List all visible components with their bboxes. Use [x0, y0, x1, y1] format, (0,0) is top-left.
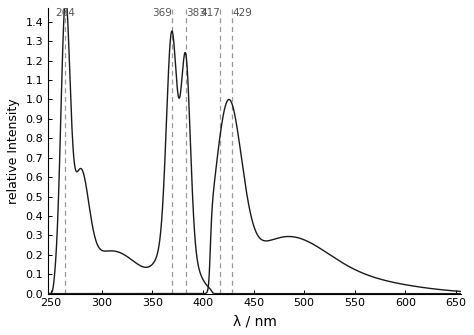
- Text: 417: 417: [201, 8, 220, 18]
- Text: 369: 369: [152, 8, 172, 18]
- Text: 264: 264: [55, 8, 75, 18]
- Text: 383: 383: [186, 8, 206, 18]
- Y-axis label: relative Intensity: relative Intensity: [7, 98, 20, 204]
- Text: 429: 429: [232, 8, 252, 18]
- X-axis label: λ / nm: λ / nm: [233, 314, 276, 328]
